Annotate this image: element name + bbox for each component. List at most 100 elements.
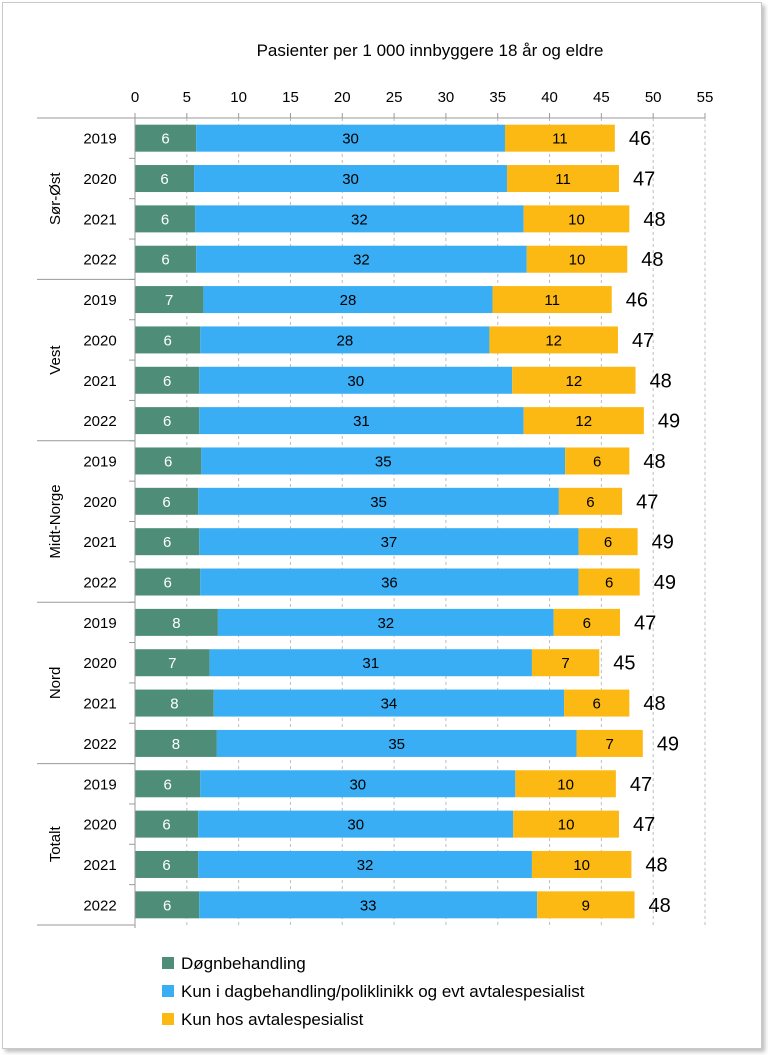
total-label: 48: [643, 451, 665, 473]
bar-segment: [135, 245, 197, 273]
bar-segment: [578, 528, 638, 556]
bar-value-label: 28: [340, 292, 357, 309]
total-label: 47: [632, 330, 654, 352]
group-label: Totalt: [47, 826, 64, 863]
bar-value-label: 6: [163, 413, 171, 430]
bar-segment: [203, 286, 493, 314]
bar-segment: [198, 810, 514, 838]
bar-segment: [523, 205, 630, 233]
bar-value-label: 6: [162, 817, 170, 834]
bar-value-label: 6: [162, 494, 170, 511]
bar-segment: [216, 729, 577, 757]
year-label: 2020: [83, 171, 116, 188]
x-tick-label: 25: [386, 89, 403, 106]
bar-segment: [135, 891, 200, 919]
year-label: 2019: [83, 615, 116, 632]
bar-segment: [523, 407, 644, 435]
bar-segment: [135, 124, 197, 152]
bar-segment: [578, 568, 640, 596]
bar-value-label: 6: [163, 332, 171, 349]
bar-segment: [135, 286, 204, 314]
bar-value-label: 8: [170, 696, 178, 713]
bar-value-label: 6: [161, 252, 169, 269]
bar-value-label: 6: [163, 373, 171, 390]
x-tick-label: 50: [645, 89, 662, 106]
group-label: Sør-Øst: [47, 172, 64, 225]
bar-segment: [553, 608, 621, 636]
labels: 2019 6 30 11 46 2020 6 30 11 47 2021 6 32 10 48 2022 6 32…: [47, 128, 680, 917]
bar-segment: [135, 487, 199, 515]
bar-segment: [564, 689, 630, 717]
bar-value-label: 6: [583, 615, 591, 632]
bar-segment: [199, 366, 513, 394]
bar-value-label: 11: [544, 292, 560, 309]
year-label: 2022: [83, 736, 116, 753]
bar-value-label: 6: [163, 897, 171, 914]
year-label: 2019: [83, 453, 116, 470]
year-label: 2020: [83, 817, 116, 834]
legend-label: Kun i dagbehandling/poliklinikk og evt a…: [181, 982, 585, 1001]
bar-segment: [531, 649, 600, 677]
bar-segment: [492, 286, 612, 314]
bar-value-label: 11: [552, 131, 568, 148]
year-label: 2021: [83, 857, 116, 874]
legend-swatch: [162, 1013, 174, 1025]
bar-value-label: 35: [375, 453, 392, 470]
bar-segment: [504, 124, 615, 152]
bar-value-label: 33: [360, 897, 377, 914]
bar-segment: [200, 326, 490, 354]
total-label: 46: [626, 290, 648, 312]
bar-segment: [135, 568, 201, 596]
x-tick-label: 45: [593, 89, 610, 106]
total-label: 48: [650, 370, 672, 392]
bar-value-label: 30: [347, 373, 364, 390]
bar-segment: [198, 850, 532, 878]
bar-segment: [217, 608, 554, 636]
bar-segment: [135, 528, 200, 556]
year-label: 2021: [83, 534, 116, 551]
legend: Døgnbehandling Kun i dagbehandling/polikl…: [162, 954, 585, 1029]
bar-value-label: 10: [557, 776, 574, 793]
x-tick-label: 10: [230, 89, 247, 106]
bar-value-label: 10: [569, 252, 586, 269]
bar-segment: [489, 326, 618, 354]
year-label: 2020: [83, 494, 116, 511]
bar-value-label: 8: [172, 736, 180, 753]
legend-label: Døgnbehandling: [181, 954, 306, 973]
bar-value-label: 6: [162, 857, 170, 874]
x-tick-label: 40: [541, 89, 558, 106]
total-label: 48: [645, 854, 667, 876]
bar-value-label: 30: [342, 131, 359, 148]
total-label: 49: [654, 572, 676, 594]
bar-value-label: 6: [161, 131, 169, 148]
x-tick-label: 5: [183, 89, 191, 106]
bar-segment: [200, 568, 579, 596]
bar-value-label: 6: [586, 494, 594, 511]
year-label: 2019: [83, 776, 116, 793]
year-label: 2022: [83, 252, 116, 269]
bar-segment: [531, 850, 632, 878]
bar-segment: [507, 165, 619, 193]
bar-segment: [558, 487, 623, 515]
bar-value-label: 31: [353, 413, 370, 430]
bar-value-label: 32: [351, 211, 368, 228]
year-label: 2019: [83, 292, 116, 309]
total-label: 49: [652, 532, 674, 554]
bar-segment: [198, 487, 559, 515]
total-label: 47: [634, 612, 656, 634]
bar-value-label: 6: [160, 171, 168, 188]
x-tick-label: 55: [697, 89, 714, 106]
bar-value-label: 32: [377, 615, 394, 632]
bar-segment: [135, 810, 199, 838]
bar-value-label: 6: [593, 453, 601, 470]
bar-segment: [135, 165, 195, 193]
bar-value-label: 12: [545, 332, 562, 349]
bar-value-label: 9: [582, 897, 590, 914]
bar-value-label: 35: [388, 736, 405, 753]
x-tick-label: 35: [489, 89, 506, 106]
bar-value-label: 32: [353, 252, 370, 269]
bar-segment: [194, 165, 508, 193]
bar-segment: [135, 366, 200, 394]
total-label: 48: [643, 209, 665, 231]
gridlines: [186, 118, 706, 928]
